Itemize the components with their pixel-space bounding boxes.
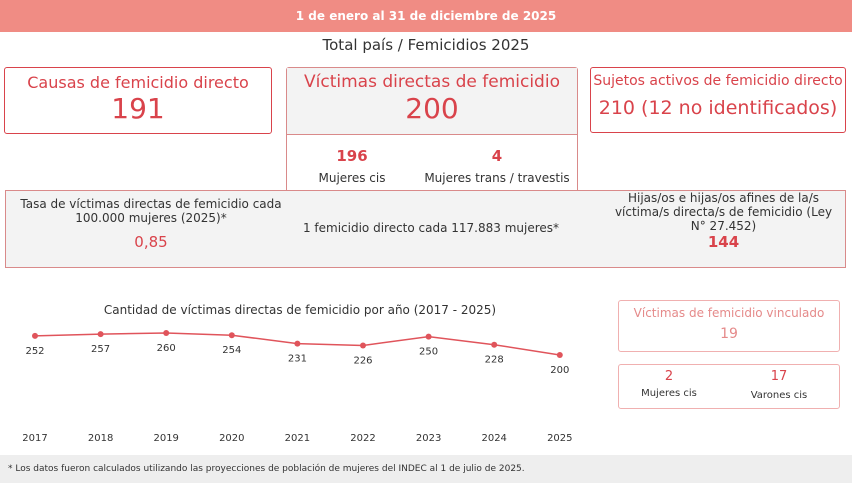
data-label: 200 xyxy=(550,365,569,376)
point xyxy=(360,342,366,349)
data-label: 252 xyxy=(25,346,44,357)
x-tick-label: 2017 xyxy=(22,433,47,444)
point xyxy=(163,330,170,336)
tasa-value: 0,85 xyxy=(134,233,168,251)
data-label: 250 xyxy=(419,347,438,358)
data-label: 257 xyxy=(91,344,110,355)
footer: * Los datos fueron calculados utilizando… xyxy=(0,455,852,483)
ratio-label: 1 femicidio directo cada 117.883 mujeres… xyxy=(302,221,560,235)
point xyxy=(556,352,563,358)
vinculado-breakdown: 2 Mujeres cis 17 Varones cis xyxy=(618,364,840,409)
data-label: 226 xyxy=(353,355,372,366)
point xyxy=(425,333,432,340)
breakdown-label: Mujeres cis xyxy=(318,171,386,185)
sujetos-card: Sujetos activos de femicidio directo 210… xyxy=(590,67,846,133)
line-chart: 252 2017 257 2018 260 2019 254 2020 231 2021 226 20… xyxy=(22,330,573,444)
x-tick-label: 2022 xyxy=(350,433,375,444)
breakdown-value: 2 xyxy=(664,369,674,384)
victimas-card: Víctimas directas de femicidio 200 196 Mu… xyxy=(286,67,578,195)
date-range: 1 de enero al 31 de diciembre de 2025 xyxy=(295,9,557,23)
point xyxy=(228,332,235,339)
card-value: 210 (12 no identificados) xyxy=(598,97,838,119)
x-tick-label: 2024 xyxy=(481,433,506,444)
breakdown-value: 4 xyxy=(491,147,503,165)
data-label: 260 xyxy=(157,343,176,354)
x-tick-label: 2019 xyxy=(153,433,178,444)
x-tick-label: 2023 xyxy=(416,433,441,444)
vinculado-card: Víctimas de femicidio vinculado 19 xyxy=(618,300,840,352)
breakdown-label: Varones cis xyxy=(750,390,808,401)
stats-band: Tasa de víctimas directas de femicidio c… xyxy=(5,190,846,268)
footer-note: * Los datos fueron calculados utilizando… xyxy=(8,464,525,474)
card-label: Sujetos activos de femicidio directo xyxy=(593,73,843,89)
data-label: 231 xyxy=(288,354,307,365)
card-value: 191 xyxy=(111,92,165,125)
point xyxy=(294,340,301,347)
hijos-label: Hijas/os e hijas/os afines de la/s vícti… xyxy=(614,191,833,233)
point xyxy=(97,331,104,338)
date-banner: 1 de enero al 31 de diciembre de 2025 xyxy=(0,0,852,32)
breakdown-label: Mujeres cis xyxy=(641,388,697,399)
x-tick-label: 2021 xyxy=(285,433,310,444)
x-tick-label: 2020 xyxy=(219,433,244,444)
chart-title: Cantidad de víctimas directas de femicid… xyxy=(103,303,497,317)
card-label: Víctimas de femicidio vinculado xyxy=(633,306,825,320)
breakdown-value: 196 xyxy=(336,147,368,165)
hijos-value: 144 xyxy=(707,233,740,251)
page-title: Total país / Femicidios 2025 xyxy=(322,36,530,54)
point xyxy=(32,332,38,339)
causas-card: Causas de femicidio directo 191 xyxy=(4,67,272,134)
card-label: Víctimas directas de femicidio xyxy=(304,72,560,92)
tasa-label: Tasa de víctimas directas de femicidio c… xyxy=(20,197,282,225)
card-value: 19 xyxy=(720,326,738,342)
card-value: 200 xyxy=(405,92,459,125)
data-label: 228 xyxy=(485,355,504,366)
breakdown-label: Mujeres trans / travestis xyxy=(424,171,570,185)
data-label: 254 xyxy=(222,345,241,356)
x-tick-label: 2025 xyxy=(547,433,572,444)
breakdown-value: 17 xyxy=(770,369,788,384)
x-tick-label: 2018 xyxy=(88,433,113,444)
card-label: Causas de femicidio directo xyxy=(27,73,249,92)
point xyxy=(491,341,498,348)
